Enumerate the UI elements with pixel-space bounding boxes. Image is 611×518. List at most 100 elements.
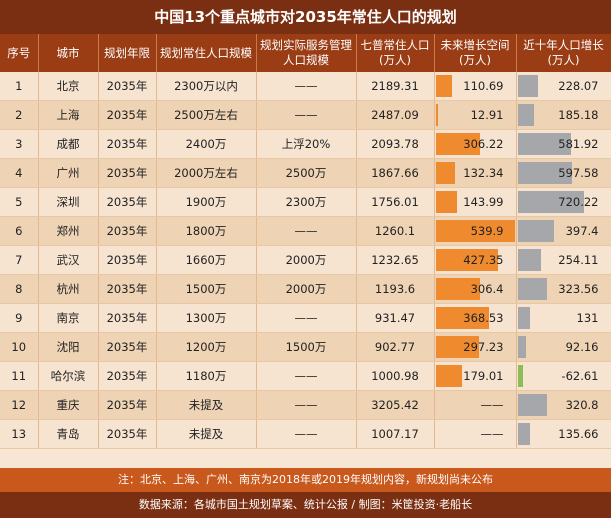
plan-year-cell: 2035年 — [98, 216, 157, 246]
decade-growth-bar — [517, 365, 524, 387]
census-population-cell: 1867.66 — [356, 158, 435, 188]
decade-growth-cell: -62.61 — [516, 361, 611, 391]
row-number-cell: 12 — [0, 390, 39, 420]
col-header-decade: 近十年人口增长(万人) — [516, 34, 611, 72]
table-row: 11 哈尔滨 2035年 1180万 —— 1000.98 179.01 -62.61 — [0, 361, 611, 391]
col-header-census: 七普常住人口(万人) — [356, 34, 435, 72]
planned-population-cell: 2000万左右 — [156, 158, 257, 188]
table-row: 1 北京 2035年 2300万以内 —— 2189.31 110.69 228.07 — [0, 72, 611, 101]
growth-value: —— — [480, 427, 504, 441]
decade-growth-bar — [517, 220, 554, 242]
city-cell: 南京 — [38, 303, 99, 333]
table-row: 5 深圳 2035年 1900万 2300万 1756.01 143.99 720.22 — [0, 187, 611, 217]
table-title: 中国13个重点城市对2035年常住人口的规划 — [0, 0, 611, 34]
city-cell: 北京 — [38, 72, 99, 101]
growth-bar — [435, 133, 481, 155]
plan-year-cell: 2035年 — [98, 129, 157, 159]
census-population-cell: 1232.65 — [356, 245, 435, 275]
table-row: 7 武汉 2035年 1660万 2000万 1232.65 427.35 254.11 — [0, 245, 611, 275]
planned-population-cell: 2400万 — [156, 129, 257, 159]
decade-growth-cell: 228.07 — [516, 72, 611, 101]
growth-space-cell: 368.53 — [434, 303, 517, 333]
plan-year-cell: 2035年 — [98, 245, 157, 275]
census-population-cell: 1007.17 — [356, 419, 435, 449]
decade-growth-value: 581.92 — [558, 137, 599, 151]
city-cell: 青岛 — [38, 419, 99, 449]
col-header-growth: 未来增长空间(万人) — [434, 34, 517, 72]
growth-bar — [435, 307, 490, 329]
growth-bar — [435, 278, 481, 300]
growth-bar — [435, 191, 457, 213]
footnote: 注：北京、上海、广州、南京为2018年或2019年规划内容，新规划尚未公布 — [0, 468, 611, 492]
city-cell: 重庆 — [38, 390, 99, 420]
census-population-cell: 2487.09 — [356, 100, 435, 130]
city-cell: 上海 — [38, 100, 99, 130]
growth-bar — [435, 75, 452, 97]
decade-growth-value: 135.66 — [558, 427, 599, 441]
decade-growth-cell: 254.11 — [516, 245, 611, 275]
service-population-cell: —— — [256, 216, 357, 246]
row-number-cell: 1 — [0, 72, 39, 101]
decade-growth-bar — [517, 133, 571, 155]
decade-growth-cell: 323.56 — [516, 274, 611, 304]
decade-growth-value: 254.11 — [558, 253, 599, 267]
census-population-cell: 931.47 — [356, 303, 435, 333]
census-population-cell: 1000.98 — [356, 361, 435, 391]
growth-value: 368.53 — [463, 311, 504, 325]
decade-growth-bar — [517, 191, 584, 213]
col-header-city: 城市 — [38, 34, 99, 72]
growth-value: 539.9 — [470, 224, 504, 238]
service-population-cell: 2300万 — [256, 187, 357, 217]
decade-growth-bar — [517, 104, 535, 126]
service-population-cell: 1500万 — [256, 332, 357, 362]
plan-year-cell: 2035年 — [98, 274, 157, 304]
row-number-cell: 9 — [0, 303, 39, 333]
city-cell: 武汉 — [38, 245, 99, 275]
growth-space-cell: 143.99 — [434, 187, 517, 217]
growth-space-cell: 132.34 — [434, 158, 517, 188]
growth-value: 143.99 — [463, 195, 504, 209]
plan-year-cell: 2035年 — [98, 100, 157, 130]
decade-growth-cell: 720.22 — [516, 187, 611, 217]
data-source: 数据来源：各城市国土规划草案、统计公报 / 制图：米筐投资·老船长 — [0, 492, 611, 518]
city-cell: 成都 — [38, 129, 99, 159]
service-population-cell: —— — [256, 390, 357, 420]
plan-year-cell: 2035年 — [98, 187, 157, 217]
city-cell: 杭州 — [38, 274, 99, 304]
row-number-cell: 6 — [0, 216, 39, 246]
planned-population-cell: 1500万 — [156, 274, 257, 304]
planned-population-cell: 1200万 — [156, 332, 257, 362]
growth-bar — [435, 249, 499, 271]
growth-space-cell: 297.23 — [434, 332, 517, 362]
population-table: 序号 城市 规划年限 规划常住人口规模 规划实际服务管理人口规模 七普常住人口(… — [0, 34, 611, 449]
planned-population-cell: 1900万 — [156, 187, 257, 217]
service-population-cell: —— — [256, 72, 357, 101]
growth-value: 297.23 — [463, 340, 504, 354]
growth-bar — [435, 365, 462, 387]
growth-value: 306.22 — [463, 137, 504, 151]
col-header-plan: 规划常住人口规模 — [156, 34, 257, 72]
census-population-cell: 1756.01 — [356, 187, 435, 217]
census-population-cell: 1193.6 — [356, 274, 435, 304]
growth-value: 179.01 — [463, 369, 504, 383]
growth-space-cell: 12.91 — [434, 100, 517, 130]
decade-growth-bar — [517, 423, 530, 445]
growth-space-cell: 306.4 — [434, 274, 517, 304]
col-header-year: 规划年限 — [98, 34, 157, 72]
plan-year-cell: 2035年 — [98, 158, 157, 188]
city-cell: 郑州 — [38, 216, 99, 246]
growth-space-cell: 306.22 — [434, 129, 517, 159]
table-row: 9 南京 2035年 1300万 —— 931.47 368.53 131 — [0, 303, 611, 333]
table-row: 3 成都 2035年 2400万 上浮20% 2093.78 306.22 581.92 — [0, 129, 611, 159]
planned-population-cell: 1660万 — [156, 245, 257, 275]
service-population-cell: —— — [256, 100, 357, 130]
service-population-cell: 上浮20% — [256, 129, 357, 159]
decade-growth-bar — [517, 75, 539, 97]
growth-value: 427.35 — [463, 253, 504, 267]
growth-bar — [435, 162, 455, 184]
census-population-cell: 902.77 — [356, 332, 435, 362]
table-row: 13 青岛 2035年 未提及 —— 1007.17 —— 135.66 — [0, 419, 611, 449]
decade-growth-bar — [517, 249, 541, 271]
table-row: 10 沈阳 2035年 1200万 1500万 902.77 297.23 92.16 — [0, 332, 611, 362]
table-row: 8 杭州 2035年 1500万 2000万 1193.6 306.4 323.56 — [0, 274, 611, 304]
